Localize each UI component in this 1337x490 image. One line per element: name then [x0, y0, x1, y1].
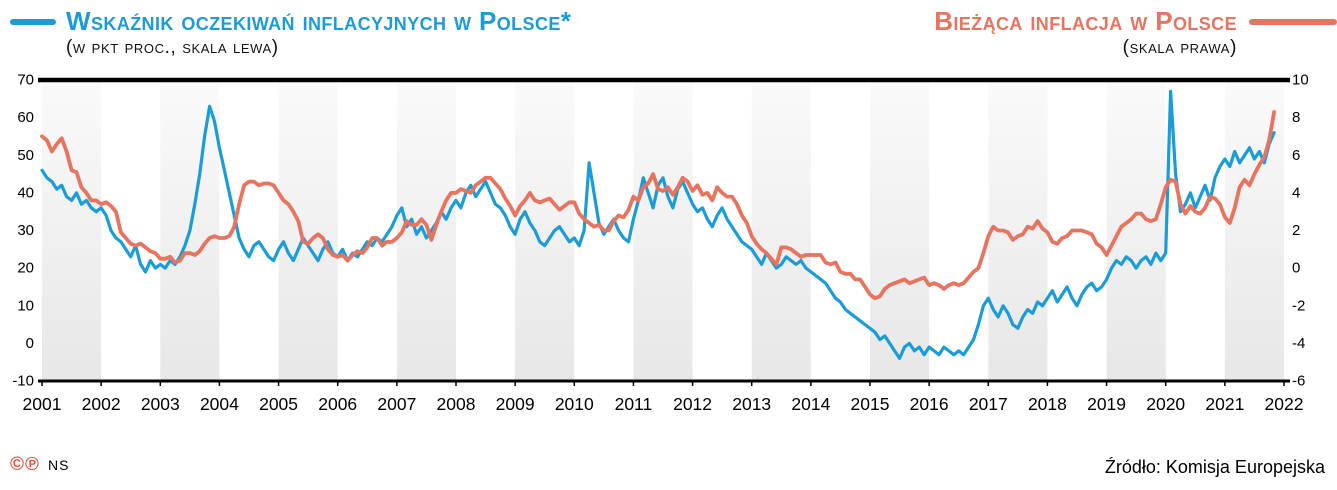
year-label: 2020: [1146, 394, 1185, 414]
right-axis-tick-label: 8: [1292, 109, 1300, 126]
left-axis-tick-label: 70: [17, 72, 34, 89]
orange-line-legend-swatch: [1249, 18, 1337, 25]
credit-initials: NS: [48, 457, 70, 473]
year-label: 2018: [1028, 394, 1067, 414]
year-band: [42, 80, 102, 381]
left-axis-tick-label: 0: [26, 335, 34, 352]
header-left: Wskaźnik oczekiwań inflacyjnych w Polsce…: [10, 6, 572, 59]
year-label: 2012: [673, 394, 712, 414]
left-axis-tick-label: 20: [17, 260, 34, 277]
year-band: [870, 80, 930, 381]
year-label: 2014: [791, 394, 830, 414]
blue-line-legend-swatch: [10, 18, 56, 25]
year-label: 2019: [1087, 394, 1126, 414]
right-chart-subtitle: (skala prawa): [1122, 37, 1237, 59]
left-axis-tick-label: 10: [17, 297, 34, 314]
left-chart-subtitle: (w pkt proc., skala lewa): [66, 37, 279, 59]
year-band: [515, 80, 575, 381]
inflation-line: [40, 110, 1276, 301]
left-chart-title: Wskaźnik oczekiwań inflacyjnych w Polsce…: [66, 6, 572, 36]
footer-left: ©℗ NS: [10, 454, 69, 476]
year-label: 2003: [141, 394, 180, 414]
year-band: [1224, 80, 1284, 381]
source-note: Źródło: Komisja Europejska: [1104, 457, 1325, 477]
right-axis-tick-label: 10: [1292, 72, 1309, 89]
right-axis-tick-label: 4: [1292, 184, 1300, 201]
right-title-row: Bieżąca inflacja w Polsce: [934, 6, 1337, 36]
left-axis-tick-label: 40: [17, 184, 34, 201]
year-band: [1106, 80, 1166, 381]
left-title-row: Wskaźnik oczekiwań inflacyjnych w Polsce…: [10, 6, 572, 36]
left-axis-tick-label: 50: [17, 147, 34, 164]
left-axis-tick-label: -10: [12, 373, 34, 390]
year-label: 2016: [910, 394, 949, 414]
left-axis-tick-label: 60: [17, 109, 34, 126]
year-band: [278, 80, 338, 381]
year-label: 2006: [318, 394, 357, 414]
year-label: 2013: [732, 394, 771, 414]
year-label: 2007: [377, 394, 416, 414]
header-right: Bieżąca inflacja w Polsce (skala prawa): [934, 6, 1337, 59]
right-axis-tick-label: -4: [1292, 335, 1305, 352]
right-axis-tick-label: -2: [1292, 297, 1305, 314]
year-label: 2011: [615, 394, 653, 414]
year-label: 2004: [200, 394, 239, 414]
right-axis-tick-label: 0: [1292, 260, 1300, 277]
year-label: 2017: [969, 394, 1008, 414]
copyright-icons: ©℗: [10, 454, 40, 475]
year-label: 2015: [851, 394, 890, 414]
right-axis-tick-label: -6: [1292, 373, 1305, 390]
year-label: 2008: [437, 394, 476, 414]
year-label: 2021: [1205, 394, 1244, 414]
year-label: 2010: [555, 394, 594, 414]
right-axis-tick-label: 6: [1292, 147, 1300, 164]
year-label: 2001: [23, 394, 62, 414]
year-band: [633, 80, 693, 381]
year-label: 2009: [496, 394, 535, 414]
left-axis-tick-label: 30: [17, 222, 34, 239]
right-axis-tick-label: 2: [1292, 222, 1300, 239]
year-label: 2005: [259, 394, 298, 414]
right-chart-title: Bieżąca inflacja w Polsce: [934, 6, 1237, 36]
year-band: [751, 80, 811, 381]
year-label: 2002: [82, 394, 121, 414]
year-label: 2022: [1265, 394, 1304, 414]
